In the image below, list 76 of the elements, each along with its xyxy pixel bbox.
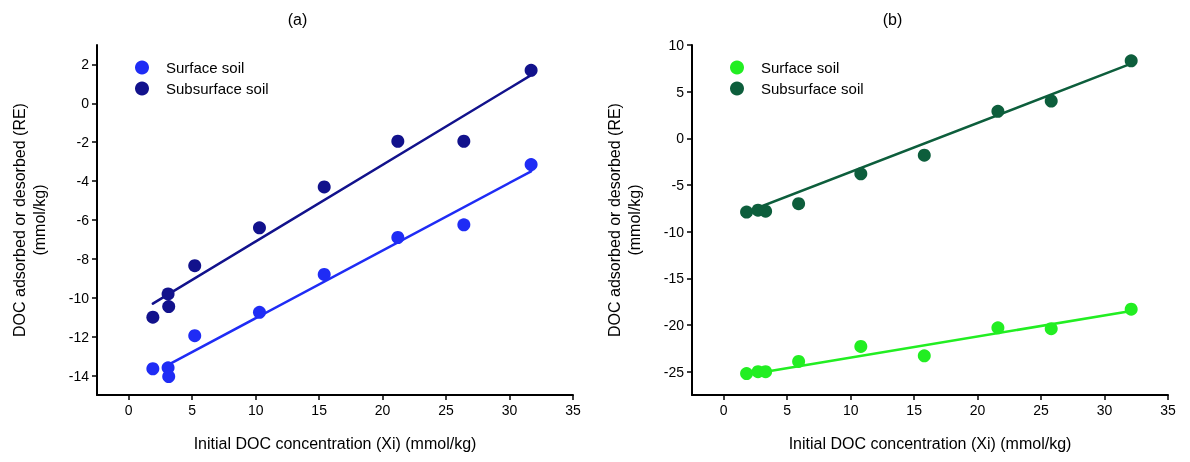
legend-label: Surface soil	[166, 59, 245, 76]
x-tick-label: 15	[906, 402, 923, 418]
x-tick-label: 15	[311, 402, 328, 418]
point	[457, 218, 471, 232]
y-tick-label: -2	[76, 134, 90, 151]
point	[991, 321, 1005, 335]
chart-title: (b)	[882, 10, 903, 28]
point	[991, 104, 1005, 118]
point	[759, 365, 773, 379]
x-tick-label: 30	[1096, 402, 1113, 418]
point	[317, 180, 331, 194]
legend-label: Surface soil	[761, 59, 840, 76]
point	[917, 148, 931, 162]
x-tick-label: 5	[188, 402, 197, 418]
x-tick-label: 5	[783, 402, 792, 418]
point	[917, 349, 931, 363]
x-tick-label: 30	[501, 402, 518, 418]
point	[524, 158, 538, 172]
point	[854, 167, 868, 181]
x-tick-label: 10	[842, 402, 859, 418]
legend-label: Subsurface soil	[761, 80, 864, 97]
point	[1044, 322, 1058, 336]
x-tick-label: 0	[719, 402, 728, 418]
y-tick-label: 5	[676, 83, 685, 100]
point	[162, 300, 176, 314]
point	[740, 367, 754, 381]
y-tick-label: -12	[68, 328, 90, 345]
x-tick-label: 10	[247, 402, 264, 418]
y-tick-label: -20	[663, 317, 685, 333]
point	[1124, 302, 1138, 316]
y-tick-label: -8	[76, 250, 90, 267]
point	[162, 370, 176, 384]
point	[1044, 94, 1058, 108]
point	[391, 134, 405, 148]
point	[317, 267, 331, 281]
y-tick-label: -4	[76, 173, 90, 190]
point	[524, 63, 538, 77]
point	[391, 231, 405, 244]
x-tick-label: 25	[438, 402, 455, 418]
chart-title: (a)	[287, 10, 308, 28]
y-tick-label: -6	[76, 212, 90, 228]
y-tick-label: 0	[81, 95, 90, 112]
y-tick-label: 10	[668, 37, 685, 53]
point	[854, 339, 868, 353]
point	[161, 287, 175, 301]
x-tick-label: 25	[1033, 402, 1050, 418]
y-tick-label: -10	[663, 223, 685, 240]
y-tick-label: -25	[663, 363, 685, 380]
point	[252, 305, 266, 319]
x-tick-label: 0	[124, 402, 133, 418]
point	[1124, 54, 1138, 68]
x-tick-label: 20	[374, 402, 391, 418]
point	[146, 310, 160, 324]
point	[740, 205, 754, 219]
point	[792, 197, 806, 211]
x-axis-title: Initial DOC concentration (Xi) (mmol/kg)	[788, 434, 1072, 452]
y-tick-label: -5	[671, 177, 685, 193]
y-tick-label: 2	[81, 56, 90, 73]
point	[252, 221, 266, 235]
point	[759, 204, 773, 218]
y-tick-label: -14	[68, 367, 90, 384]
point	[457, 134, 471, 148]
y-tick-label: -10	[68, 289, 90, 306]
point	[146, 362, 160, 376]
point	[188, 259, 202, 273]
y-tick-label: -15	[663, 270, 685, 287]
x-tick-label: 35	[565, 402, 581, 418]
x-tick-label: 35	[1160, 402, 1176, 418]
y-tick-label: 0	[676, 130, 685, 147]
legend-label: Subsurface soil	[166, 80, 269, 97]
point	[188, 329, 202, 343]
y-axis-title: DOC adsorbed or desorbed (RE) (mmol/kg)	[605, 103, 643, 337]
point	[792, 354, 806, 368]
x-axis-title: Initial DOC concentration (Xi) (mmol/kg)	[193, 434, 477, 452]
y-axis-title: DOC adsorbed or desorbed (RE) (mmol/kg)	[10, 103, 48, 337]
x-tick-label: 20	[969, 402, 986, 418]
